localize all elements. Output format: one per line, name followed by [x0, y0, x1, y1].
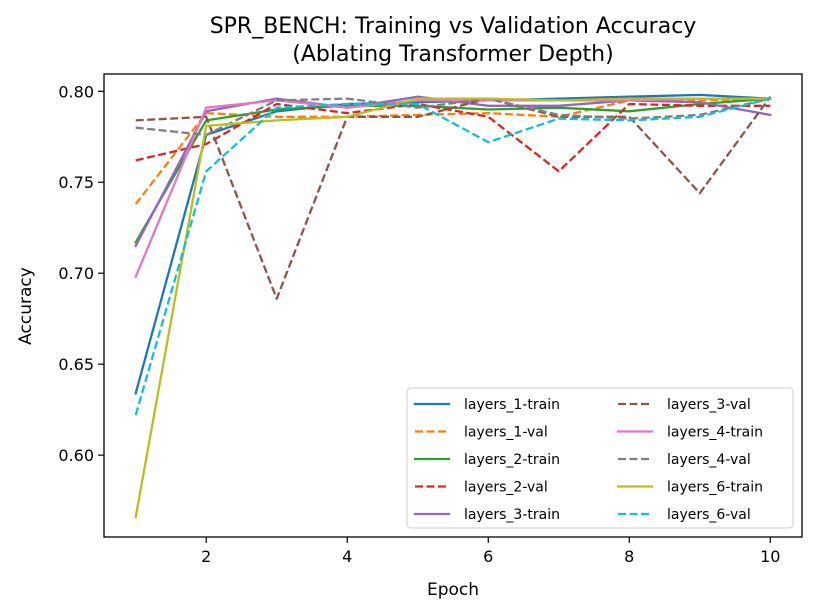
legend-label-layers_4-train: layers_4-train [667, 425, 763, 441]
series-line-layers_1-val [134, 97, 771, 205]
y-tick-label: 0.65 [58, 355, 94, 374]
series-line-layers_6-val [134, 97, 771, 416]
chart-title-line2: (Ablating Transformer Depth) [292, 42, 613, 67]
x-tick-label: 2 [201, 547, 211, 566]
y-tick-label: 0.70 [58, 264, 94, 283]
legend-label-layers_4-val: layers_4-val [667, 452, 751, 468]
legend-label-layers_3-train: layers_3-train [464, 507, 560, 523]
series-line-layers_4-train [134, 97, 772, 279]
chart-title-line1: SPR_BENCH: Training vs Validation Accura… [210, 14, 697, 39]
legend-label-layers_1-train: layers_1-train [464, 397, 560, 413]
tick-layer: 2 4 6 8 10 0.60 0.65 0.70 0.75 0.80 [58, 82, 780, 566]
x-tick-label: 8 [624, 547, 634, 566]
legend-box [406, 387, 794, 529]
series-layer [134, 93, 772, 519]
y-tick-label: 0.60 [58, 446, 94, 465]
legend-label-layers_2-val: layers_2-val [464, 480, 548, 496]
legend-label-layers_2-train: layers_2-train [464, 452, 560, 468]
series-line-layers_2-train [134, 97, 772, 244]
x-axis-label: Epoch [427, 580, 479, 600]
x-tick-label: 6 [483, 547, 493, 566]
x-tick-label: 10 [760, 547, 780, 566]
series-line-layers_6-train [134, 97, 772, 519]
x-tick-label: 4 [342, 547, 352, 566]
y-tick-label: 0.75 [58, 173, 94, 192]
legend-label-layers_6-val: layers_6-val [667, 507, 751, 523]
legend-label-layers_1-val: layers_1-val [464, 425, 548, 441]
legend: layers_1-train layers_1-val layers_2-train… [406, 387, 794, 529]
legend-label-layers_6-train: layers_6-train [667, 480, 763, 496]
legend-label-layers_3-val: layers_3-val [667, 397, 751, 413]
y-tick-label: 0.80 [58, 82, 94, 101]
y-axis-label: Accuracy [16, 267, 36, 345]
series-line-layers_4-val [135, 97, 771, 137]
series-line-layers_2-val [135, 102, 771, 173]
series-line-layers_1-train [134, 93, 772, 395]
series-line-layers_3-val [135, 96, 772, 300]
plot-frame [103, 73, 803, 538]
